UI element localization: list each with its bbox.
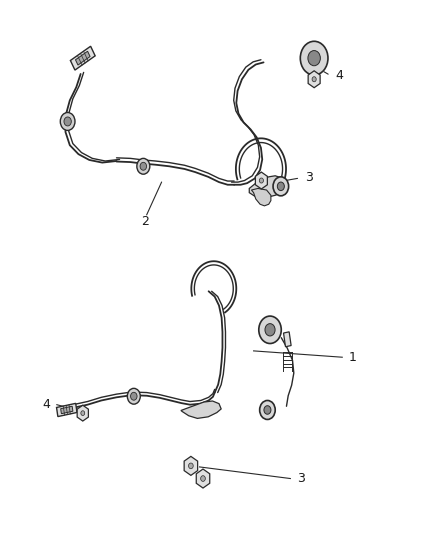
Polygon shape [181, 401, 221, 418]
Text: 1: 1 [349, 351, 357, 364]
Circle shape [277, 182, 284, 191]
Polygon shape [77, 405, 88, 421]
Circle shape [127, 389, 140, 404]
Polygon shape [61, 406, 73, 414]
Circle shape [201, 475, 205, 481]
Polygon shape [255, 172, 267, 189]
Polygon shape [196, 469, 210, 488]
Text: 3: 3 [297, 472, 305, 485]
Text: 2: 2 [141, 215, 149, 228]
Circle shape [312, 77, 316, 82]
Circle shape [273, 177, 289, 196]
Polygon shape [71, 46, 95, 70]
Polygon shape [283, 332, 291, 347]
Circle shape [60, 112, 75, 131]
Text: 4: 4 [42, 398, 50, 411]
Circle shape [81, 411, 85, 416]
Polygon shape [251, 189, 271, 206]
Polygon shape [308, 71, 320, 88]
Circle shape [265, 324, 275, 336]
Text: 3: 3 [305, 172, 313, 184]
Circle shape [137, 158, 150, 174]
Circle shape [259, 316, 281, 343]
Polygon shape [75, 51, 90, 65]
Circle shape [140, 163, 147, 170]
Circle shape [259, 178, 263, 183]
Circle shape [64, 117, 71, 126]
Polygon shape [184, 456, 198, 475]
Circle shape [308, 51, 320, 66]
Circle shape [131, 392, 137, 400]
Circle shape [300, 41, 328, 75]
Polygon shape [249, 176, 286, 198]
Circle shape [260, 400, 275, 419]
Text: 4: 4 [336, 69, 344, 82]
Circle shape [264, 406, 271, 414]
Circle shape [188, 463, 193, 469]
Polygon shape [57, 403, 77, 417]
